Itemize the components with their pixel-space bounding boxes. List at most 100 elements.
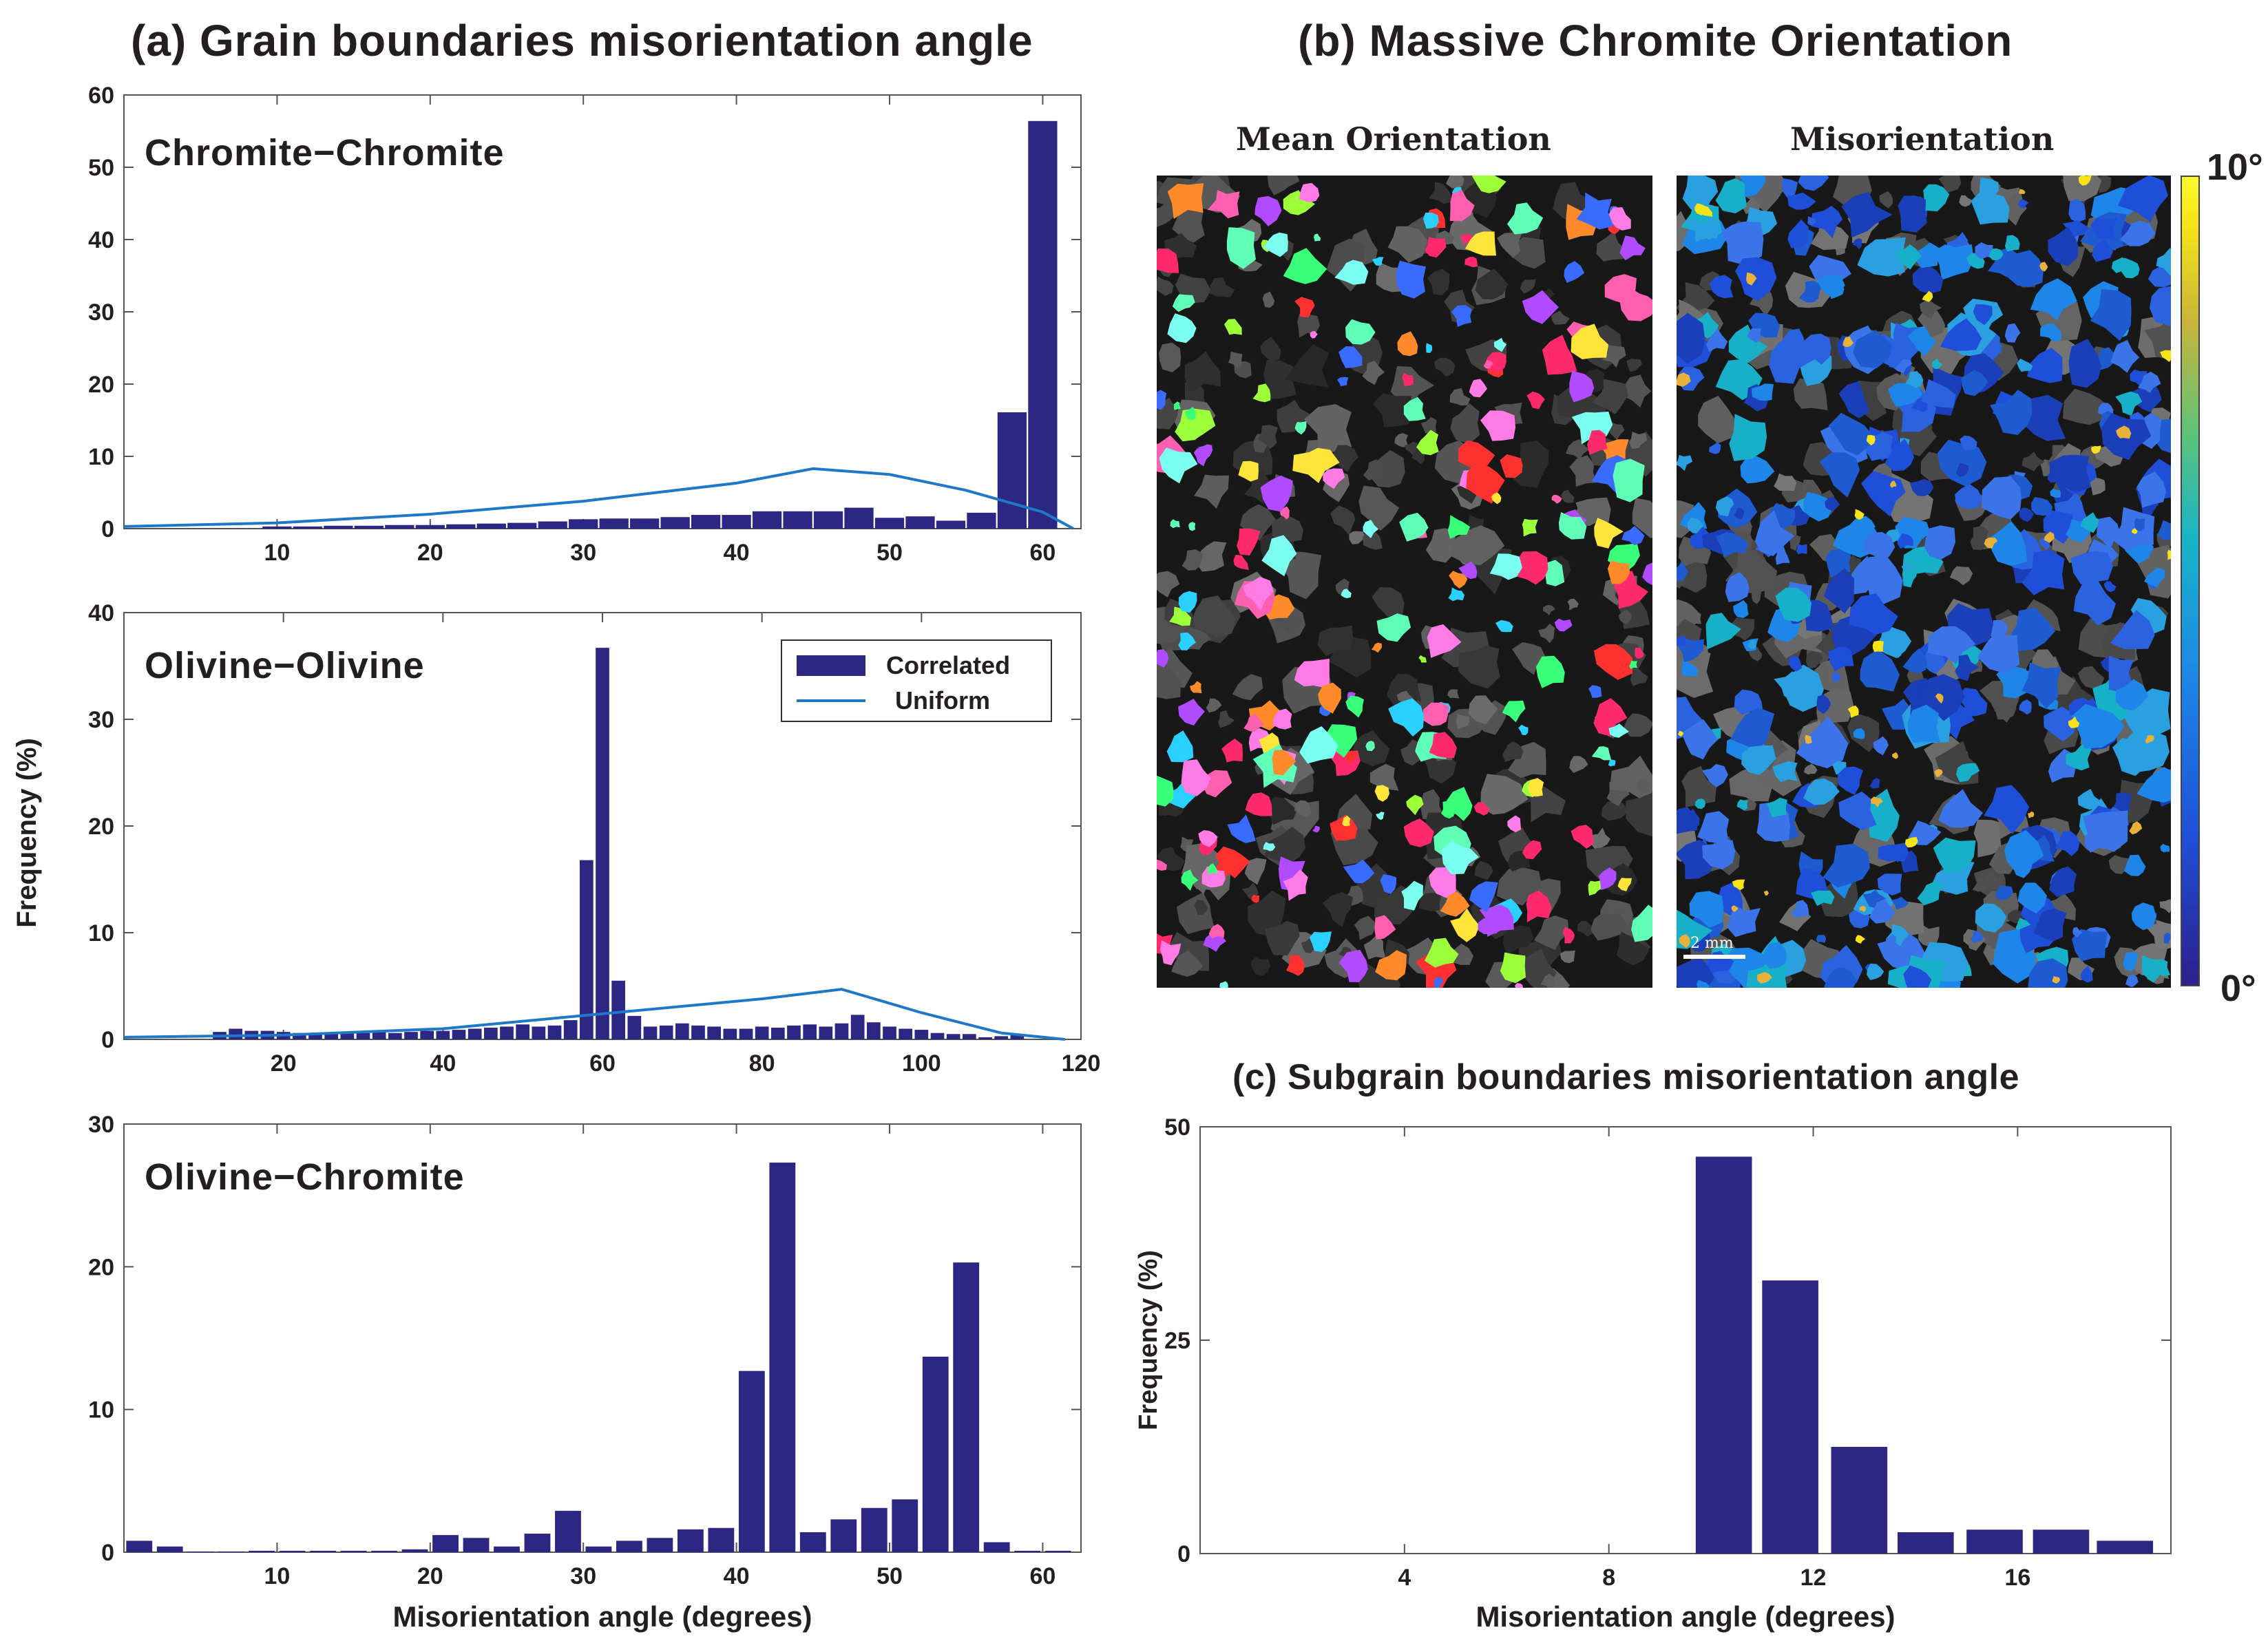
bar xyxy=(563,1020,578,1039)
grain xyxy=(1571,324,1609,359)
bar xyxy=(126,1540,153,1552)
grain xyxy=(1608,207,1631,231)
grain xyxy=(1736,799,1748,811)
grain xyxy=(1689,891,1724,929)
grain xyxy=(1802,745,1812,757)
x-tick-label: 20 xyxy=(417,540,443,566)
bar xyxy=(420,1030,434,1039)
grain xyxy=(1545,560,1565,586)
grain xyxy=(2091,445,2101,454)
grain xyxy=(1172,294,1195,313)
grain xyxy=(1294,659,1330,689)
grain xyxy=(1642,562,1652,586)
grain xyxy=(1849,593,1898,635)
grain xyxy=(2027,348,2063,383)
legend-box xyxy=(781,639,1052,722)
bar xyxy=(432,1535,459,1552)
grain xyxy=(2144,320,2171,360)
grain xyxy=(1709,275,1734,299)
grain xyxy=(1283,190,1316,215)
grain xyxy=(1715,178,1747,213)
x-tick-label: 60 xyxy=(1029,540,1056,566)
grain xyxy=(1924,525,1956,560)
grain xyxy=(1734,689,1763,715)
grain xyxy=(1601,800,1629,821)
grain xyxy=(1803,333,1831,365)
bar xyxy=(708,1527,735,1552)
grain xyxy=(1892,752,1898,759)
grain xyxy=(1837,766,1863,795)
grain xyxy=(1423,212,1439,229)
grain xyxy=(1561,489,1575,503)
legend-correlated-label: Correlated xyxy=(886,651,1010,679)
bar xyxy=(723,1028,737,1039)
grain xyxy=(1877,873,1902,896)
grain xyxy=(1277,399,1312,433)
grain xyxy=(2019,699,2032,715)
grain xyxy=(1500,454,1523,478)
grain xyxy=(1522,840,1542,860)
grain xyxy=(1349,531,1366,544)
bar xyxy=(2097,1540,2154,1554)
grain xyxy=(1793,378,1828,410)
legend-uniform-label: Uniform xyxy=(895,686,990,714)
grain xyxy=(1841,191,1893,238)
grain xyxy=(1460,233,1474,245)
grain xyxy=(1451,305,1472,327)
bar xyxy=(483,1027,498,1039)
grain xyxy=(1458,646,1500,689)
grain xyxy=(1635,648,1644,659)
grain xyxy=(1554,618,1573,632)
grain xyxy=(1363,520,1379,538)
grain xyxy=(1263,360,1296,400)
grain xyxy=(1473,802,1489,816)
grain xyxy=(1294,800,1312,818)
bar xyxy=(834,1023,849,1039)
grain xyxy=(1448,212,1493,251)
grain xyxy=(2125,973,2139,988)
x-tick-label: 50 xyxy=(876,540,903,566)
grain xyxy=(1159,940,1182,966)
grain xyxy=(1330,505,1356,536)
bar xyxy=(830,1519,857,1552)
grain xyxy=(1420,416,1437,434)
grain xyxy=(1372,586,1405,622)
grain xyxy=(1971,191,2010,225)
grain xyxy=(1440,891,1470,917)
bar xyxy=(476,523,506,529)
grain xyxy=(1716,531,1748,558)
grain xyxy=(1427,268,1450,295)
grain xyxy=(1819,452,1860,498)
grain xyxy=(1931,359,1943,370)
grain xyxy=(1853,728,1865,739)
grain xyxy=(1272,516,1303,542)
x-tick-label: 4 xyxy=(1398,1565,1411,1591)
grain xyxy=(2072,929,2108,962)
grain xyxy=(1429,732,1457,759)
bar xyxy=(579,860,594,1039)
grain xyxy=(1263,842,1276,851)
bar xyxy=(691,515,721,529)
grain xyxy=(1686,216,1721,242)
grain xyxy=(1472,176,1506,193)
grain xyxy=(1374,785,1389,802)
grain xyxy=(1480,774,1529,815)
grain xyxy=(1576,192,1614,230)
grain xyxy=(1618,609,1632,624)
bar xyxy=(630,518,660,529)
grain xyxy=(2018,199,2029,209)
y-tick-label: 0 xyxy=(101,516,114,542)
grain xyxy=(1425,237,1447,258)
grain xyxy=(1279,551,1322,600)
grain xyxy=(2063,176,2102,202)
grain xyxy=(1418,655,1427,663)
bar xyxy=(905,516,935,529)
grain xyxy=(1970,525,1989,551)
grain xyxy=(1873,736,1889,756)
grain xyxy=(1464,257,1478,268)
grain xyxy=(1343,859,1375,884)
grain xyxy=(1730,707,1775,750)
grain xyxy=(1341,589,1352,599)
grain xyxy=(2083,810,2128,852)
